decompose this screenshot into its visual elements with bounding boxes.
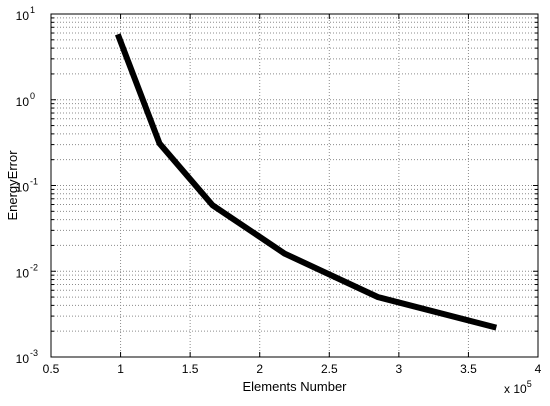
x-tick-label: 1 [117,362,124,376]
y-tick-label-base: 10 [16,181,30,195]
x-scale-factor-label: x 105 [504,379,532,396]
ticks [50,13,539,358]
y-tick-label-exponent: 1 [30,5,35,15]
y-tick-label: 10 [16,181,30,195]
energy-error-series-line [114,33,498,331]
y-tick-label-exponent: 0 [30,91,35,101]
y-tick-label-base: 10 [16,266,30,280]
y-tick-label-base: 10 [16,95,30,109]
y-tick-label: 10 [16,95,30,109]
y-tick-label-exponent: -2 [30,262,38,272]
x-tick-label: 0.5 [43,362,60,376]
x-scale-exponent: 5 [527,379,532,389]
x-tick-label: 2 [256,362,263,376]
x-tick-label: 2.5 [321,362,338,376]
x-tick-label: 1.5 [182,362,199,376]
x-tick-label: 3.5 [460,362,477,376]
y-axis-label: EnergyError [5,150,20,221]
y-tick-label-base: 10 [16,9,30,23]
x-axis-label: Elements Number [242,379,347,394]
y-tick-label-exponent: -1 [30,177,38,187]
y-tick-label-base: 10 [16,352,30,366]
x-tick-label: 4 [535,362,542,376]
y-tick-label: 10 [16,266,30,280]
x-tick-label: 3 [396,362,403,376]
y-tick-label: 10 [16,352,30,366]
y-tick-label: 10 [16,9,30,23]
x-scale-base: x 10 [504,382,527,396]
y-tick-label-exponent: -3 [30,348,38,358]
series-layer [114,33,498,331]
